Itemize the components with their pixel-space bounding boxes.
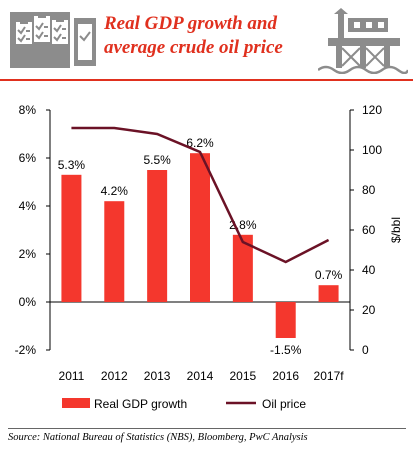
- bar-data-label: -1.5%: [270, 343, 302, 357]
- x-tick-label: 2015: [230, 369, 257, 383]
- legend-label-gdp: Real GDP growth: [94, 397, 187, 411]
- left-tick-label: 6%: [19, 151, 37, 165]
- right-tick-label: 80: [362, 183, 376, 197]
- bar-data-label: 6.2%: [186, 136, 214, 150]
- bar: [104, 201, 125, 302]
- left-tick-label: 0%: [19, 295, 37, 309]
- oil-rig-icon: [318, 8, 408, 74]
- chart-title: Real GDP growth and average crude oil pr…: [104, 12, 314, 60]
- right-axis-label: $/bbl: [389, 217, 403, 243]
- legend-swatch-gdp: [62, 398, 90, 408]
- bar: [61, 174, 82, 302]
- right-tick-label: 40: [362, 263, 376, 277]
- oil-price-line: [71, 126, 330, 264]
- left-tick-label: 2%: [19, 247, 37, 261]
- source-note: Source: National Bureau of Statistics (N…: [8, 432, 308, 443]
- right-tick-label: 120: [362, 103, 382, 117]
- right-tick-label: 100: [362, 143, 382, 157]
- gdp-oil-chart: -2% 0% 2% 4% 6% 8% 0 20 40 60 80 100 120 $/bbl 5.3% 4.2…: [15, 103, 403, 411]
- bar: [275, 302, 296, 338]
- source-rule: [8, 428, 406, 429]
- header-divider: [0, 79, 413, 81]
- legend-label-oil: Oil price: [262, 397, 306, 411]
- right-tick-label: 20: [362, 303, 376, 317]
- x-tick-label: 2016: [272, 369, 299, 383]
- bar: [190, 153, 210, 302]
- x-tick-label: 2014: [187, 369, 214, 383]
- bar-data-label: 4.2%: [101, 184, 129, 198]
- bar-data-label: 0.7%: [315, 268, 343, 282]
- bar-data-label: 5.5%: [143, 153, 171, 167]
- bar: [318, 285, 339, 302]
- x-tick-label: 2011: [59, 369, 85, 383]
- title-line-2: average crude oil price: [104, 37, 283, 58]
- x-tick-label: 2017f: [314, 369, 345, 383]
- bar: [232, 234, 253, 302]
- left-tick-label: 4%: [19, 199, 37, 213]
- x-tick-label: 2012: [101, 369, 128, 383]
- left-tick-label: 8%: [19, 103, 37, 117]
- left-tick-label: -2%: [15, 343, 37, 357]
- title-line-1: Real GDP growth and: [104, 13, 277, 34]
- right-tick-label: 60: [362, 223, 376, 237]
- x-tick-label: 2013: [144, 369, 171, 383]
- right-tick-label: 0: [362, 343, 369, 357]
- bar: [147, 170, 168, 302]
- bar-data-label: 5.3%: [58, 158, 86, 172]
- header: Real GDP growth and average crude oil pr…: [0, 0, 413, 81]
- clipboard-checklist-icon: [10, 12, 96, 68]
